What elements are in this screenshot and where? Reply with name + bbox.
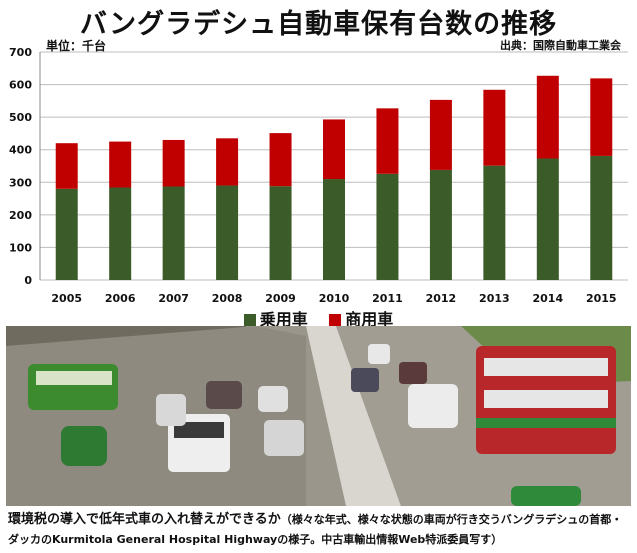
- bars: [55, 75, 613, 280]
- cng-rickshaw: [61, 426, 107, 466]
- bar-passenger-2012: [429, 169, 452, 280]
- legend-swatch-passenger: [243, 314, 256, 326]
- bar-passenger-2005: [55, 188, 78, 280]
- x-tick-label: 2013: [479, 292, 510, 305]
- bar-commercial-2014: [536, 75, 559, 159]
- unit-label: 単位：千台: [46, 39, 107, 53]
- photo-caption: 環境税の導入で低年式車の入れ替えができるか（様々な年式、様々な状態の車両が行き交…: [8, 510, 630, 550]
- bar-commercial-2009: [269, 133, 292, 187]
- x-tick-label: 2010: [319, 292, 350, 305]
- bar-passenger-2015: [590, 155, 613, 280]
- caption-lead: 環境税の導入で低年式車の入れ替えができるか: [8, 512, 281, 527]
- bar-commercial-2012: [429, 99, 452, 170]
- bar-commercial-2005: [55, 143, 78, 189]
- bar-commercial-2008: [216, 138, 239, 186]
- bar-passenger-2014: [536, 158, 559, 280]
- legend-label-passenger: 乗用車: [259, 310, 308, 329]
- x-tick-label: 2006: [105, 292, 136, 305]
- x-tick-label: 2012: [426, 292, 457, 305]
- x-tick-label: 2009: [265, 292, 296, 305]
- legend: 乗用車 商用車: [0, 306, 637, 330]
- road-photo: [6, 326, 631, 506]
- bar-commercial-2011: [376, 108, 399, 174]
- y-tick-label: 400: [9, 144, 32, 157]
- bar-passenger-2010: [323, 179, 345, 280]
- bar-passenger-2008: [216, 185, 239, 280]
- y-tick-label: 300: [9, 176, 32, 189]
- green-bus: [28, 364, 118, 410]
- bar-commercial-2015: [590, 78, 613, 156]
- legend-label-commercial: 商用車: [345, 310, 394, 329]
- x-tick-label: 2011: [372, 292, 403, 305]
- y-tick-label: 600: [9, 79, 32, 92]
- x-tick-label: 2014: [533, 292, 564, 305]
- x-tick-label: 2005: [51, 292, 82, 305]
- bar-passenger-2011: [376, 173, 399, 280]
- source-label: 出典：国際自動車工業会: [500, 39, 621, 52]
- x-tick-label: 2007: [158, 292, 189, 305]
- legend-swatch-commercial: [329, 314, 342, 326]
- bar-passenger-2009: [269, 186, 292, 280]
- bar-commercial-2007: [162, 139, 185, 187]
- bar-commercial-2006: [109, 141, 132, 188]
- caption-detail: （様々な年式、様々な状態の車両が行き交うバングラデシュの首都・ダッカのKurmi…: [8, 513, 623, 546]
- x-tick-label: 2015: [586, 292, 617, 305]
- y-tick-label: 700: [9, 46, 32, 59]
- bar-passenger-2006: [109, 187, 132, 280]
- y-tick-label: 500: [9, 111, 32, 124]
- bar-passenger-2013: [483, 165, 506, 280]
- chart-title: バングラデシュ自動車保有台数の推移: [79, 9, 558, 40]
- legend-item-commercial: 商用車: [329, 306, 393, 330]
- y-axis-ticks: 0 100 200 300 400 500 600 700: [9, 46, 32, 287]
- x-tick-label: 2008: [212, 292, 243, 305]
- y-tick-label: 200: [9, 209, 32, 222]
- white-suv: [408, 384, 458, 428]
- bar-commercial-2010: [323, 119, 345, 180]
- x-axis-ticks: 2005 2006 2007 2008 2009 2010 2011 2012 2013 2014…: [51, 292, 616, 305]
- bar-passenger-2007: [162, 186, 185, 280]
- legend-item-passenger: 乗用車: [243, 306, 308, 330]
- y-tick-label: 100: [9, 241, 32, 254]
- bar-commercial-2013: [483, 89, 506, 166]
- median-divider: [306, 326, 401, 506]
- y-tick-label: 0: [24, 274, 32, 287]
